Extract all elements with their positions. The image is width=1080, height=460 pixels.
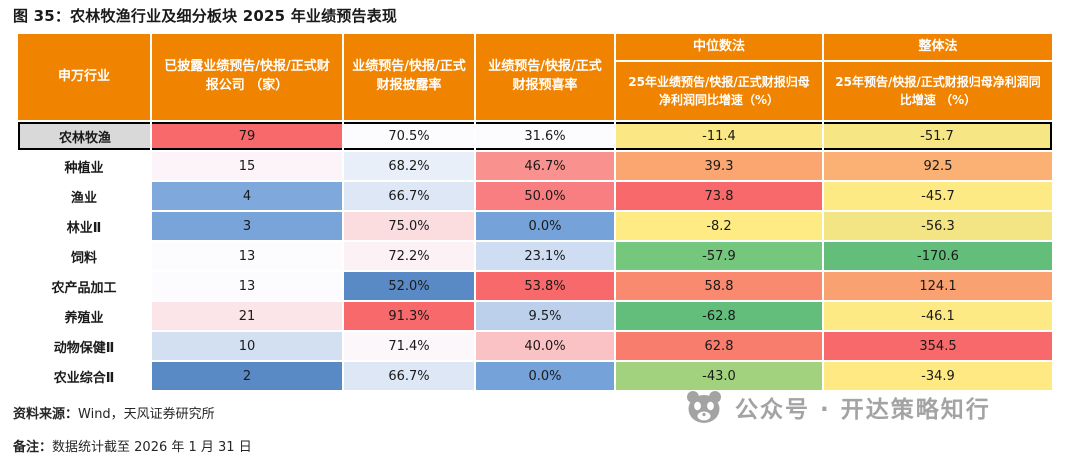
count-cell: 15	[152, 152, 342, 180]
table-row: 农业综合Ⅱ 2 66.7% 0.0% -43.0 -34.9	[18, 362, 1052, 390]
median-growth-cell: -8.2	[616, 212, 822, 240]
overall-growth-cell: -34.9	[824, 362, 1052, 390]
table-row: 林业Ⅱ 3 75.0% 0.0% -8.2 -56.3	[18, 212, 1052, 240]
disclosure-rate-cell: 70.5%	[344, 122, 474, 150]
positive-rate-cell: 0.0%	[476, 212, 614, 240]
industry-cell: 农产品加工	[18, 272, 150, 300]
watermark-text: 公众号 · 开达策略知行	[735, 397, 991, 423]
panda-logo-icon	[684, 389, 724, 425]
watermark: 公众号 · 开达策略知行	[684, 389, 991, 425]
industry-cell: 渔业	[18, 182, 150, 210]
table-row: 饲料 13 72.2% 23.1% -57.9 -170.6	[18, 242, 1052, 270]
industry-cell: 种植业	[18, 152, 150, 180]
overall-growth-cell: -170.6	[824, 242, 1052, 270]
disclosure-rate-cell: 72.2%	[344, 242, 474, 270]
overall-growth-cell: 354.5	[824, 332, 1052, 360]
overall-growth-cell: -51.7	[824, 122, 1052, 150]
disclosure-rate-cell: 75.0%	[344, 212, 474, 240]
overall-growth-cell: -56.3	[824, 212, 1052, 240]
note-text: 数据统计截至 2026 年 1 月 31 日	[52, 440, 252, 455]
disclosure-rate-cell: 71.4%	[344, 332, 474, 360]
industry-cell: 林业Ⅱ	[18, 212, 150, 240]
positive-rate-cell: 0.0%	[476, 362, 614, 390]
source-label: 资料来源：	[13, 407, 79, 422]
col-header-positive-rate: 业绩预告/快报/正式财报预喜率	[476, 34, 614, 120]
figure-title: 图 35：农林牧渔行业及细分板块 2025 年业绩预告表现	[13, 7, 398, 25]
table-row: 农林牧渔 79 70.5% 31.6% -11.4 -51.7	[18, 122, 1052, 150]
col-header-disclosure-rate: 业绩预告/快报/正式财报披露率	[344, 34, 474, 120]
overall-growth-cell: 92.5	[824, 152, 1052, 180]
disclosure-rate-cell: 68.2%	[344, 152, 474, 180]
industry-cell: 动物保健Ⅱ	[18, 332, 150, 360]
table-row: 农产品加工 13 52.0% 53.8% 58.8 124.1	[18, 272, 1052, 300]
overall-growth-cell: 124.1	[824, 272, 1052, 300]
table-body: 农林牧渔 79 70.5% 31.6% -11.4 -51.7 种植业 15 68.2% 46.7…	[18, 122, 1052, 390]
overall-growth-cell: -46.1	[824, 302, 1052, 330]
median-growth-cell: 58.8	[616, 272, 822, 300]
industry-cell: 农业综合Ⅱ	[18, 362, 150, 390]
table-row: 动物保健Ⅱ 10 71.4% 40.0% 62.8 354.5	[18, 332, 1052, 360]
col-subheader-median: 25年业绩预告/快报/正式财报归母净利润同比增速（%）	[616, 62, 822, 120]
positive-rate-cell: 9.5%	[476, 302, 614, 330]
performance-table: 申万行业 已披露业绩预告/快报/正式财报公司 （家） 业绩预告/快报/正式财报披…	[16, 32, 1054, 392]
positive-rate-cell: 23.1%	[476, 242, 614, 270]
count-cell: 3	[152, 212, 342, 240]
median-growth-cell: 39.3	[616, 152, 822, 180]
positive-rate-cell: 40.0%	[476, 332, 614, 360]
count-cell: 79	[152, 122, 342, 150]
industry-cell: 农林牧渔	[18, 122, 150, 150]
positive-rate-cell: 31.6%	[476, 122, 614, 150]
median-growth-cell: 62.8	[616, 332, 822, 360]
col-subheader-overall: 25年预告/快报/正式财报归母净利润同比增速 （%）	[824, 62, 1052, 120]
median-growth-cell: -57.9	[616, 242, 822, 270]
col-group-overall: 整体法	[824, 34, 1052, 60]
disclosure-rate-cell: 66.7%	[344, 182, 474, 210]
source-text: Wind，天风证券研究所	[78, 407, 215, 422]
count-cell: 21	[152, 302, 342, 330]
table-row: 种植业 15 68.2% 46.7% 39.3 92.5	[18, 152, 1052, 180]
count-cell: 2	[152, 362, 342, 390]
overall-growth-cell: -45.7	[824, 182, 1052, 210]
positive-rate-cell: 46.7%	[476, 152, 614, 180]
data-note: 备注：数据统计截至 2026 年 1 月 31 日	[13, 436, 252, 455]
col-header-disclosed-count: 已披露业绩预告/快报/正式财报公司 （家）	[152, 34, 342, 120]
disclosure-rate-cell: 91.3%	[344, 302, 474, 330]
source-note: 资料来源：Wind，天风证券研究所	[13, 403, 215, 422]
count-cell: 13	[152, 242, 342, 270]
industry-cell: 饲料	[18, 242, 150, 270]
note-label: 备注：	[13, 440, 53, 455]
median-growth-cell: 73.8	[616, 182, 822, 210]
count-cell: 13	[152, 272, 342, 300]
col-group-median: 中位数法	[616, 34, 822, 60]
median-growth-cell: -11.4	[616, 122, 822, 150]
table-header: 申万行业 已披露业绩预告/快报/正式财报公司 （家） 业绩预告/快报/正式财报披…	[18, 34, 1052, 120]
disclosure-rate-cell: 52.0%	[344, 272, 474, 300]
disclosure-rate-cell: 66.7%	[344, 362, 474, 390]
industry-cell: 养殖业	[18, 302, 150, 330]
table-row: 渔业 4 66.7% 50.0% 73.8 -45.7	[18, 182, 1052, 210]
median-growth-cell: -62.8	[616, 302, 822, 330]
positive-rate-cell: 50.0%	[476, 182, 614, 210]
table-row: 养殖业 21 91.3% 9.5% -62.8 -46.1	[18, 302, 1052, 330]
col-header-industry: 申万行业	[18, 34, 150, 120]
positive-rate-cell: 53.8%	[476, 272, 614, 300]
count-cell: 10	[152, 332, 342, 360]
median-growth-cell: -43.0	[616, 362, 822, 390]
count-cell: 4	[152, 182, 342, 210]
